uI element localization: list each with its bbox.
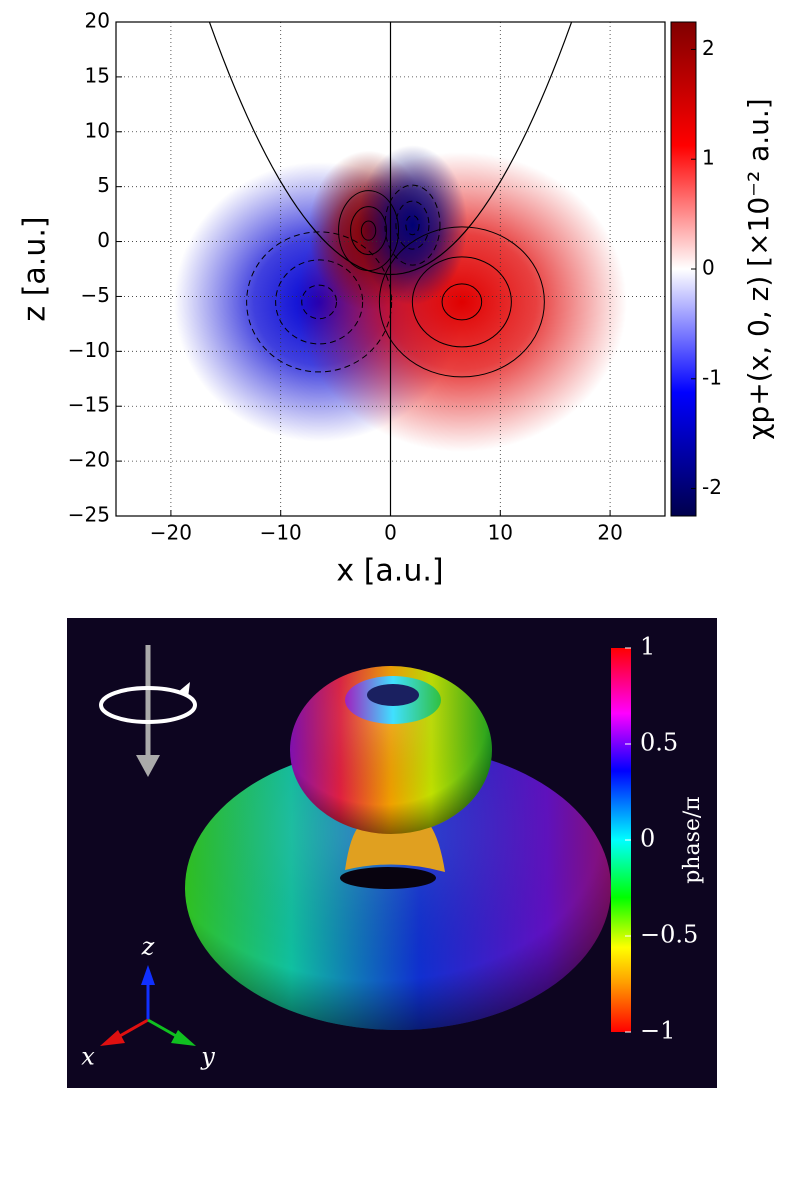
heatmap [174, 145, 627, 452]
z-tip [141, 965, 155, 985]
x-tip [100, 1030, 125, 1046]
lower-hole [340, 867, 436, 889]
contour [275, 259, 364, 345]
colorbar-tick-label: 0 [702, 256, 715, 280]
x-tick-label: 10 [488, 521, 513, 545]
x-label: x [81, 1043, 95, 1071]
y-axis [147, 1018, 179, 1039]
x-tick-label: 20 [597, 521, 622, 545]
x-tick-label: −10 [260, 521, 302, 545]
y-tick-label: −5 [81, 283, 110, 307]
arrow-head [136, 755, 160, 777]
contour [246, 231, 393, 373]
torus-render [185, 666, 611, 1030]
contour [395, 200, 430, 250]
contour [405, 214, 420, 236]
contour [350, 206, 388, 256]
grid: −20 −10 0 10 20 20 15 10 5 0 −5 −10 −15 −20 −25 [68, 9, 665, 545]
colorbar-label: χp+(x, 0, z) [×10⁻² a.u.] [742, 98, 775, 439]
rotation-ring [99, 686, 197, 724]
y-tick-label: 20 [85, 9, 110, 33]
y-tick-label: 10 [85, 118, 110, 142]
colorbar-tick-label: 1 [702, 146, 715, 170]
y-tick-label: 5 [97, 173, 110, 197]
phase-tick-label: 0 [640, 825, 655, 853]
x-tick-label: −20 [150, 521, 192, 545]
y-axis-label: z [a.u.] [18, 216, 53, 321]
colorbar-tick-label: -2 [702, 475, 722, 499]
colorbar: -2 -1 0 1 2 [670, 21, 722, 517]
phase-colorbar-label: phase/π [680, 796, 705, 884]
neck [345, 825, 445, 872]
upper-hole-inner [367, 684, 419, 706]
x-axis [117, 1018, 149, 1039]
z-label: z [141, 933, 155, 961]
phase-tick-label: −1 [640, 1017, 675, 1045]
lobe [357, 145, 468, 306]
plot-frame [115, 21, 666, 517]
y-tick-label: 15 [85, 63, 110, 87]
contours [208, 22, 573, 516]
contour [411, 256, 512, 348]
y-tick-label: −10 [68, 338, 110, 362]
x-tick-label: 0 [384, 521, 397, 545]
y-tick-label: −20 [68, 448, 110, 472]
colorbar-tick-label: -1 [702, 365, 722, 389]
y-tick-label: 0 [97, 228, 110, 252]
x-axis-label: x [a.u.] [336, 554, 443, 589]
phase-colorbar-ticks: 1 0.5 0 −0.5 −1 [625, 633, 698, 1045]
contour [378, 226, 545, 378]
phase-tick-label: 0.5 [640, 729, 678, 757]
y-tip [171, 1030, 196, 1046]
y-label: y [200, 1043, 215, 1071]
phase-tick-label: 1 [640, 633, 655, 661]
contour [301, 284, 338, 320]
rotation-tip [178, 682, 190, 698]
y-tick-label: −25 [68, 503, 110, 527]
contour [360, 220, 377, 241]
phase-tick-label: −0.5 [640, 921, 698, 949]
rotation-icon [99, 645, 197, 777]
upper-torus-shade [290, 666, 492, 834]
axis-triad: z x y [81, 933, 215, 1071]
y-tick-label: −15 [68, 393, 110, 417]
contour [441, 283, 483, 321]
contour [384, 184, 441, 266]
colorbar-tick-label: 2 [702, 36, 715, 60]
